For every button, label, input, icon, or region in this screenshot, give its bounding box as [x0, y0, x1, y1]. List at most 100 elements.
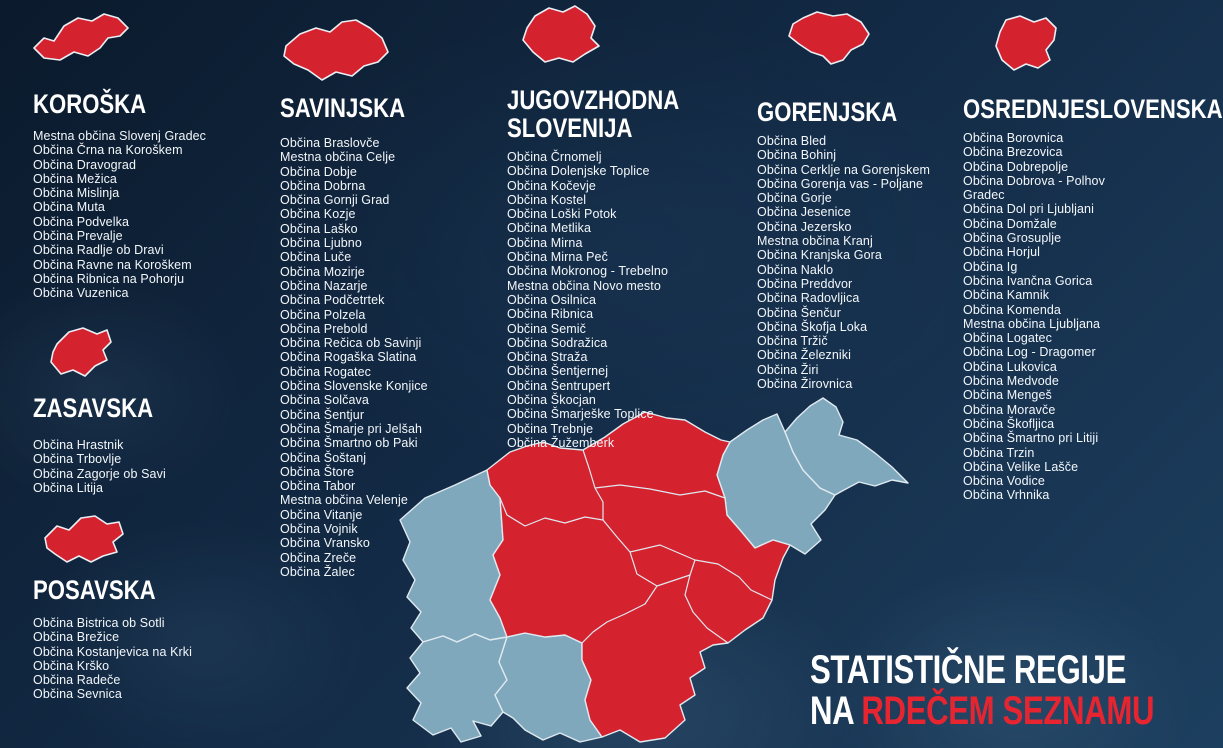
municipality-item: Občina Log - Dragomer: [963, 345, 1096, 360]
municipality-list-savinjska: Občina Braslovče Mestna občina Celje Občin…: [280, 136, 470, 579]
municipality-item: Občina Bistrica ob Sotli: [33, 616, 165, 630]
municipality-item: Občina Ljubno: [280, 236, 362, 251]
municipality-item: Občina Vransko: [280, 536, 370, 551]
municipality-item: Občina Črnomelj: [507, 150, 602, 164]
municipality-item: Občina Gorenja vas - Poljane: [757, 176, 924, 191]
municipality-item: Občina Žirovnica: [757, 377, 853, 392]
region-block-koroska: KOROŠKA Mestna občina Slovenj Gradec Obči…: [33, 8, 248, 301]
region-block-savinjska: SAVINJSKA Občina Braslovče Mestna občina …: [280, 12, 480, 579]
municipality-item: Občina Horjul: [963, 245, 1041, 260]
municipality-item: Občina Kostanjevica na Krki: [33, 644, 193, 659]
municipality-item: Občina Štore: [280, 464, 355, 479]
municipality-item: Občina Ivančna Gorica: [963, 273, 1093, 288]
posavska-region-icon: [44, 515, 124, 563]
map-border-savinjska-osrednjeslovenska: [602, 519, 631, 553]
municipality-item: Občina Rogatec: [280, 364, 372, 379]
municipality-item: Občina Škocjan: [507, 393, 596, 408]
municipality-item: Občina Zagorje ob Savi: [33, 466, 166, 481]
municipality-item: Občina Tabor: [280, 479, 356, 494]
municipality-item: Občina Škofja Loka: [757, 319, 868, 334]
municipality-item: Občina Hrastnik: [33, 438, 124, 452]
municipality-item: Občina Luče: [280, 250, 352, 265]
municipality-item: Občina Dobje: [280, 164, 357, 179]
map-border-savinjska-posavska: [694, 559, 773, 601]
municipality-item: Občina Škofljica: [963, 416, 1055, 431]
municipality-item: Občina Šenčur: [757, 305, 841, 320]
municipality-item: Občina Radeče: [33, 673, 121, 688]
municipality-item: Občina Ribnica na Pohorju: [33, 271, 185, 286]
municipality-item: Občina Semič: [507, 321, 587, 336]
region-block-gorenjska: GORENJSKA Občina Bled Občina Bohinj Občina…: [757, 8, 957, 391]
municipality-item: Občina Podvelka: [33, 214, 130, 229]
municipality-item: Občina Krško: [33, 658, 110, 673]
municipality-item: Občina Preddvor: [757, 276, 853, 291]
municipality-item: Mestna občina Kranj: [757, 234, 873, 249]
poster-title-line2-highlight: RDEČEM SEZNAMU: [861, 689, 1155, 733]
municipality-item: Občina Moravče: [963, 402, 1056, 417]
map-border-gorenjska-osrednjeslovenska: [499, 497, 604, 527]
municipality-item: Občina Radlje ob Dravi: [33, 243, 164, 258]
municipality-item: Mestna občina Novo mesto: [507, 278, 661, 293]
municipality-item: Občina Logatec: [963, 331, 1052, 346]
municipality-item: Občina Sevnica: [33, 687, 122, 702]
region-title-gorenjska: GORENJSKA: [757, 97, 898, 127]
map-border-osrednjeslovenska-jugovzhodna: [581, 585, 658, 644]
municipality-item: Občina Laško: [280, 221, 358, 236]
municipality-item: Občina Ravne na Koroškem: [33, 257, 192, 272]
municipality-item: Občina Kranjska Gora: [757, 248, 882, 263]
municipality-item: Občina Nazarje: [280, 278, 368, 293]
jugovzhodna-slovenija-region-icon: [522, 5, 600, 63]
municipality-item: Občina Lukovica: [963, 359, 1057, 374]
municipality-item: Občina Bohinj: [757, 148, 837, 163]
municipality-item: Občina Prebold: [280, 321, 368, 336]
municipality-list-gorenjska: Občina Bled Občina Bohinj Občina Cerklje n…: [757, 134, 952, 391]
map-border-gorenjska-koroska: [582, 449, 596, 489]
municipality-item: Občina Vuzenica: [33, 286, 129, 301]
municipality-list-koroska: Mestna občina Slovenj Gradec Občina Črna …: [33, 129, 238, 301]
municipality-item: Občina Slovenske Konjice: [280, 379, 428, 394]
map-region-pomurska: [784, 397, 909, 496]
municipality-item: Občina Gorje: [757, 191, 832, 206]
municipality-item: Občina Žužemberk: [507, 435, 615, 450]
municipality-item: Občina Dobrova - Polhov Gradec: [963, 173, 1105, 203]
region-block-jugovzhodna-slovenija: JUGOVZHODNA SLOVENIJA Občina Črnomelj Obč…: [507, 2, 717, 450]
municipality-item: Občina Šentjur: [280, 407, 365, 422]
municipality-list-posavska: Občina Bistrica ob Sotli Občina Brežice Ob…: [33, 616, 238, 702]
poster-title-line1: STATISTIČNE REGIJE: [810, 648, 1126, 692]
region-title-koroska: KOROŠKA: [33, 89, 147, 119]
municipality-item: Občina Mengeš: [963, 388, 1052, 403]
koroska-region-icon: [33, 13, 129, 61]
slovenia-map: [395, 390, 950, 748]
municipality-item: Občina Gornji Grad: [280, 193, 390, 208]
municipality-item: Občina Šmartno pri Litiji: [963, 431, 1099, 446]
map-region-obalno-kraska: [406, 633, 508, 743]
municipality-item: Občina Velike Lašče: [963, 459, 1079, 474]
municipality-item: Občina Kočevje: [507, 178, 596, 193]
region-block-osrednjeslovenska: OSREDNJESLOVENSKA Občina Borovnica Občina…: [963, 12, 1223, 503]
municipality-item: Občina Dol pri Ljubljani: [963, 202, 1094, 217]
municipality-item: Mestna občina Velenje: [280, 493, 408, 508]
municipality-item: Občina Tržič: [757, 334, 828, 349]
region-block-zasavska: ZASAVSKA Občina Hrastnik Občina Trbovlje O…: [33, 322, 248, 495]
map-border-posavska-jugovzhodna: [684, 574, 729, 644]
municipality-item: Občina Žalec: [280, 564, 355, 579]
municipality-item: Občina Jezersko: [757, 219, 852, 234]
municipality-item: Občina Bled: [757, 134, 827, 148]
gorenjska-region-icon: [788, 11, 870, 65]
municipality-item: Občina Dobrepolje: [963, 159, 1069, 174]
municipality-item: Občina Solčava: [280, 393, 369, 408]
municipality-item: Občina Metlika: [507, 221, 592, 236]
municipality-item: Občina Dolenjske Toplice: [507, 164, 650, 179]
municipality-list-osrednjeslovenska: Občina Borovnica Občina Brezovica Občina D…: [963, 131, 1131, 503]
municipality-item: Občina Ribnica: [507, 307, 594, 322]
municipality-item: Občina Domžale: [963, 216, 1057, 231]
region-title-savinjska: SAVINJSKA: [280, 93, 406, 123]
municipality-item: Občina Grosuplje: [963, 231, 1062, 246]
municipality-item: Občina Žiri: [757, 362, 819, 377]
poster-title-line2: NA RDEČEM SEZNAMU: [810, 691, 1154, 732]
municipality-item: Občina Muta: [33, 200, 105, 215]
map-border-gorenjska-savinjska: [594, 487, 604, 520]
municipality-item: Občina Črna na Koroškem: [33, 143, 183, 158]
municipality-item: Občina Sodražica: [507, 335, 608, 350]
region-block-posavska: POSAVSKA Občina Bistrica ob Sotli Občina …: [33, 510, 248, 702]
